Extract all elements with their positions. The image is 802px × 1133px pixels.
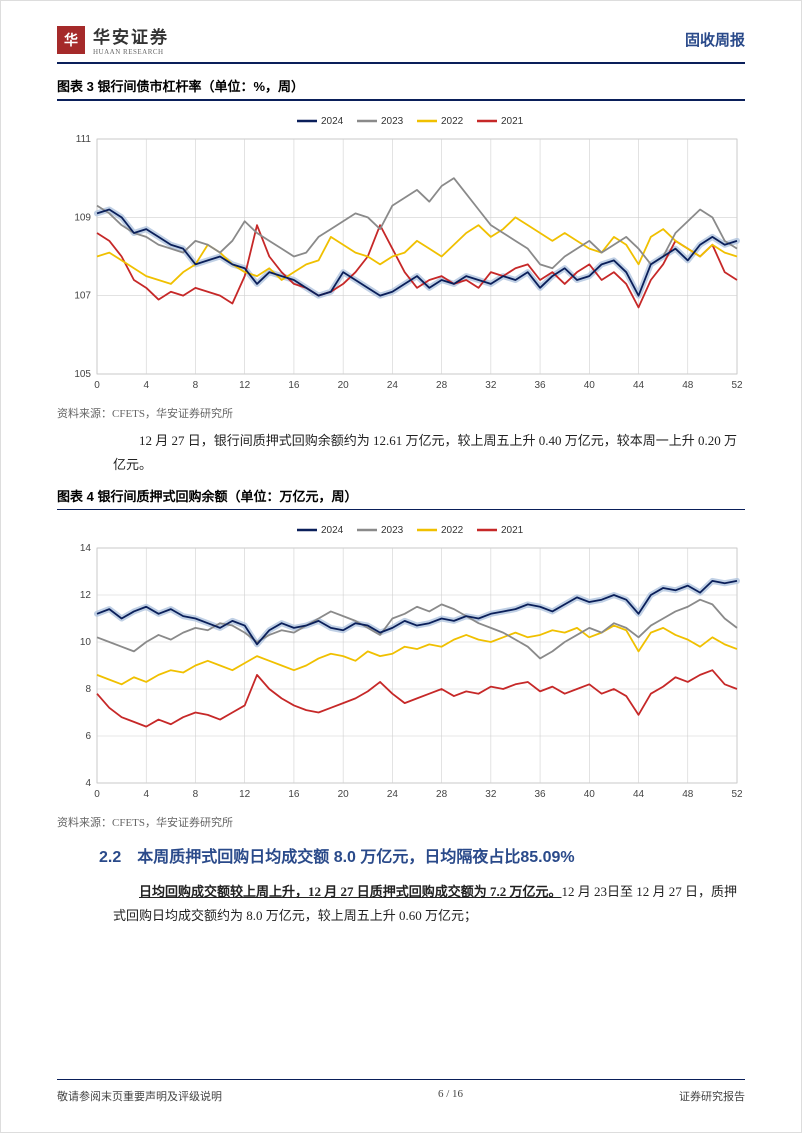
svg-text:52: 52 [731,380,743,391]
svg-text:105: 105 [74,369,91,380]
svg-text:36: 36 [535,380,547,391]
svg-text:12: 12 [239,380,251,391]
svg-text:2024: 2024 [321,116,344,127]
svg-text:2023: 2023 [381,525,404,536]
chart3-source: 资料来源：CFETS，华安证券研究所 [57,405,745,421]
svg-text:4: 4 [85,778,91,789]
svg-text:44: 44 [633,380,645,391]
chart4-title: 图表 4 银行间质押式回购余额（单位：万亿元，周） [57,486,745,505]
chart4-title-rule [57,509,745,511]
svg-text:20: 20 [338,789,350,800]
paragraph-1: 12 月 27 日，银行间质押式回购余额约为 12.61 万亿元，较上周五上升 … [113,429,745,478]
footer-page-number: 6 / 16 [438,1088,463,1104]
footer-divider [57,1079,745,1081]
footer-disclaimer: 敬请参阅末页重要声明及评级说明 [57,1088,222,1104]
svg-text:2022: 2022 [441,525,464,536]
svg-text:6: 6 [85,731,91,742]
svg-text:12: 12 [239,789,251,800]
svg-text:4: 4 [143,380,149,391]
svg-text:2021: 2021 [501,525,524,536]
chart3: 1051071091110481216202428323640444852202… [57,109,747,399]
report-type-label: 固收周报 [685,29,745,50]
svg-text:4: 4 [143,789,149,800]
svg-text:8: 8 [85,684,91,695]
svg-text:111: 111 [76,134,92,145]
svg-text:2023: 2023 [381,116,404,127]
svg-text:40: 40 [584,789,596,800]
svg-text:107: 107 [74,290,91,301]
chart4-source: 资料来源：CFETS，华安证券研究所 [57,814,745,830]
svg-text:28: 28 [436,789,448,800]
paragraph-2-emphasis: 日均回购成交额较上周上升，12 月 27 日质押式回购成交额为 7.2 万亿元。 [139,884,562,899]
page-footer: 敬请参阅末页重要声明及评级说明 6 / 16 证券研究报告 [1,1079,801,1133]
footer-report-label: 证券研究报告 [679,1088,745,1104]
brand-block: 华 华安证券 HUAAN RESEARCH [57,23,169,56]
svg-text:36: 36 [535,789,547,800]
svg-text:16: 16 [288,789,300,800]
svg-text:8: 8 [193,789,199,800]
chart3-title: 图表 3 银行间债市杠杆率（单位：%，周） [57,76,745,95]
svg-text:28: 28 [436,380,448,391]
svg-text:48: 48 [682,380,694,391]
logo-icon: 华 [57,26,85,54]
svg-text:32: 32 [485,380,497,391]
chart4: 4681012140481216202428323640444852202420… [57,518,747,808]
svg-text:40: 40 [584,380,596,391]
svg-text:20: 20 [338,380,350,391]
chart4-svg: 4681012140481216202428323640444852202420… [57,518,747,808]
brand-name-en: HUAAN RESEARCH [93,48,169,56]
svg-text:48: 48 [682,789,694,800]
brand-name-cn: 华安证券 [93,23,169,48]
svg-text:2022: 2022 [441,116,464,127]
paragraph-2: 日均回购成交额较上周上升，12 月 27 日质押式回购成交额为 7.2 万亿元。… [113,880,745,929]
svg-text:2021: 2021 [501,116,524,127]
svg-text:24: 24 [387,380,399,391]
svg-text:12: 12 [80,590,92,601]
svg-text:2024: 2024 [321,525,344,536]
svg-text:0: 0 [94,789,100,800]
svg-text:0: 0 [94,380,100,391]
svg-text:24: 24 [387,789,399,800]
svg-text:109: 109 [74,212,91,223]
page-header: 华 华安证券 HUAAN RESEARCH 固收周报 [1,1,801,62]
section-2-2-heading: 2.2 本周质押式回购日均成交额 8.0 万亿元，日均隔夜占比85.09% [99,840,745,875]
svg-text:32: 32 [485,789,497,800]
svg-text:10: 10 [80,637,92,648]
chart3-svg: 1051071091110481216202428323640444852202… [57,109,747,399]
svg-text:44: 44 [633,789,645,800]
svg-text:52: 52 [731,789,743,800]
svg-text:14: 14 [80,543,92,554]
svg-text:16: 16 [288,380,300,391]
chart3-title-rule [57,99,745,101]
svg-text:8: 8 [193,380,199,391]
